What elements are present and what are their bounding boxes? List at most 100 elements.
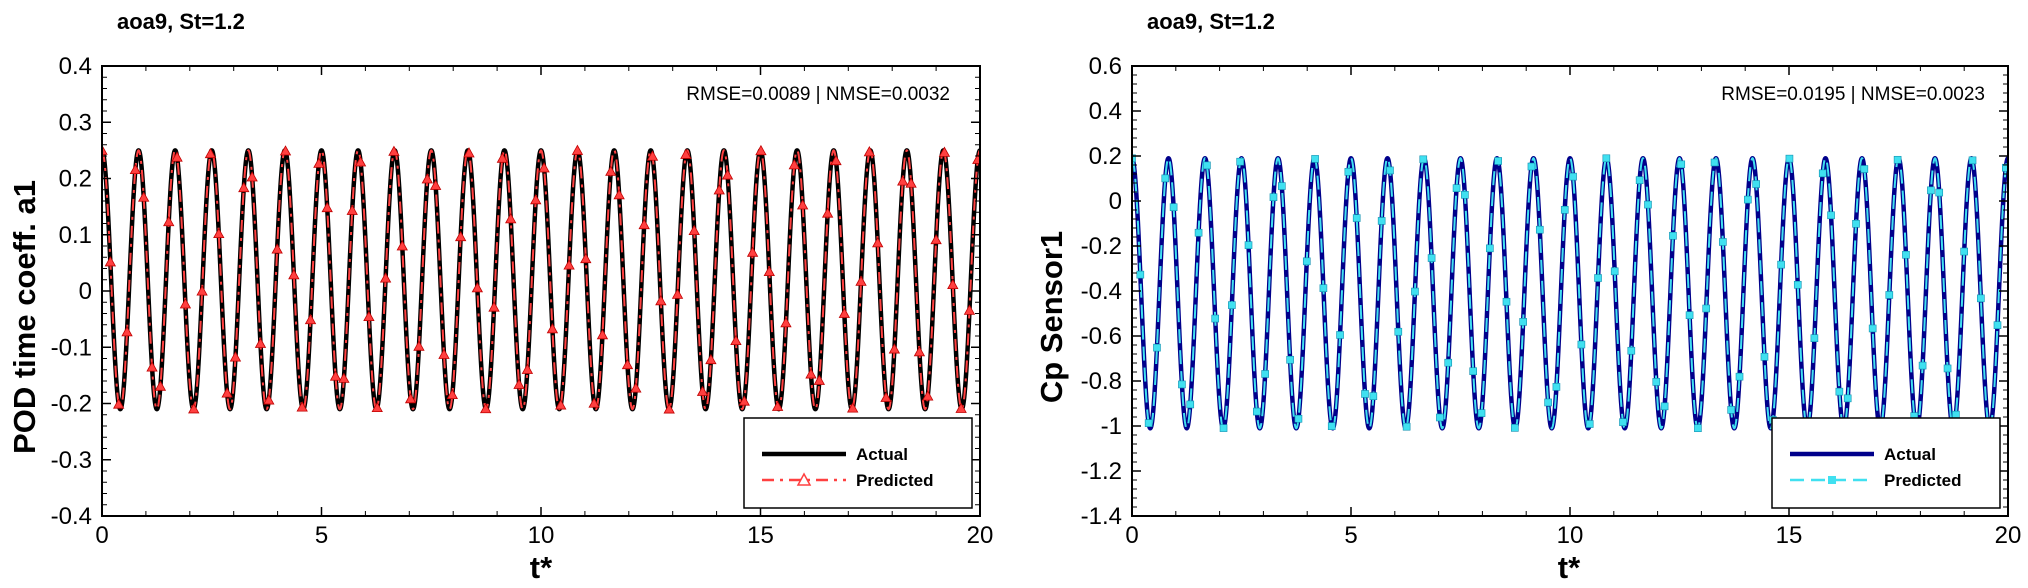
predicted-marker: [1602, 154, 1611, 163]
predicted-marker: [196, 285, 208, 296]
legend: Actual Predicted: [743, 417, 973, 509]
predicted-marker: [838, 307, 851, 318]
predicted-marker: [1610, 267, 1619, 276]
predicted-marker: [1253, 407, 1261, 416]
predicted-marker: [1644, 200, 1652, 209]
predicted-marker: [1719, 238, 1727, 246]
predicted-marker: [438, 348, 450, 359]
predicted-marker: [1710, 158, 1719, 167]
predicted-marker: [121, 326, 133, 337]
predicted-marker: [521, 363, 534, 374]
error-annotation: RMSE=0.0195 | NMSE=0.0023: [1721, 84, 1985, 105]
error-annotation: RMSE=0.0089 | NMSE=0.0032: [686, 84, 950, 105]
predicted-marker: [288, 269, 300, 280]
x-tick-label: 20: [1995, 522, 2022, 549]
y-tick-label: 0.6: [1089, 53, 1122, 80]
predicted-marker: [463, 147, 475, 158]
predicted-marker: [588, 397, 600, 408]
series-predicted-markers: [1132, 154, 2008, 433]
predicted-marker: [1369, 392, 1378, 400]
predicted-marker: [379, 272, 392, 283]
predicted-marker: [1136, 270, 1145, 279]
chart-title: aoa9, St=1.2: [117, 9, 245, 34]
predicted-marker: [738, 395, 750, 406]
predicted-marker: [1361, 390, 1369, 398]
legend-predicted-label: Predicted: [856, 471, 933, 490]
predicted-marker: [1169, 203, 1178, 211]
predicted-marker: [1494, 157, 1502, 165]
predicted-marker: [763, 265, 775, 277]
predicted-marker: [488, 301, 500, 312]
y-tick-label: -0.4: [51, 503, 92, 530]
predicted-marker: [955, 402, 967, 413]
predicted-marker: [1952, 410, 1960, 419]
predicted-marker: [454, 230, 467, 242]
data-area: [1132, 154, 2008, 433]
predicted-marker: [163, 215, 175, 227]
y-tick-label: 0: [1109, 188, 1122, 215]
predicted-marker: [1918, 361, 1927, 370]
predicted-marker: [1785, 154, 1794, 163]
predicted-marker: [421, 173, 433, 184]
predicted-marker: [1411, 287, 1419, 296]
legend-predicted-label: Predicted: [1884, 471, 1961, 490]
predicted-marker: [171, 151, 183, 162]
predicted-marker: [963, 304, 976, 315]
series-predicted-line: [102, 149, 980, 411]
predicted-marker: [263, 394, 275, 405]
predicted-marker: [1511, 424, 1519, 432]
predicted-marker: [546, 323, 559, 334]
predicted-marker: [1203, 161, 1211, 170]
predicted-marker: [930, 233, 942, 245]
predicted-marker: [938, 146, 951, 157]
predicted-marker: [1943, 364, 1952, 373]
predicted-marker: [179, 298, 192, 309]
predicted-marker: [1577, 340, 1586, 349]
predicted-marker: [146, 361, 158, 372]
predicted-marker: [1144, 419, 1153, 427]
predicted-marker: [1660, 402, 1669, 411]
predicted-marker: [713, 184, 725, 195]
y-tick-label: -1.4: [1081, 503, 1122, 530]
predicted-marker: [271, 243, 283, 254]
predicted-marker: [1219, 424, 1228, 432]
predicted-marker: [613, 188, 625, 200]
data-area: [102, 144, 980, 414]
predicted-marker: [1402, 422, 1411, 431]
predicted-marker: [905, 177, 917, 188]
predicted-marker: [563, 259, 575, 270]
y-tick-label: 0: [79, 278, 92, 305]
predicted-marker: [346, 204, 358, 215]
predicted-marker: [655, 294, 667, 306]
predicted-marker: [1153, 343, 1161, 352]
predicted-marker: [771, 400, 784, 411]
predicted-marker: [1469, 367, 1478, 376]
predicted-marker: [404, 392, 417, 404]
predicted-marker: [746, 246, 759, 257]
predicted-marker: [538, 162, 550, 173]
predicted-marker: [1627, 346, 1636, 355]
y-tick-label: -1.2: [1081, 458, 1122, 485]
x-tick-label: 15: [1776, 522, 1803, 549]
legend-box: [743, 417, 973, 509]
legend-actual-label: Actual: [856, 445, 908, 464]
predicted-marker: [1535, 225, 1544, 234]
predicted-marker: [621, 358, 634, 370]
predicted-marker: [1452, 184, 1461, 192]
predicted-marker: [1178, 380, 1186, 389]
predicted-marker: [847, 402, 859, 413]
legend-predicted-marker: [1828, 476, 1836, 484]
predicted-marker: [1893, 155, 1902, 164]
predicted-marker: [388, 145, 400, 156]
predicted-marker: [279, 145, 292, 156]
predicted-marker: [513, 378, 525, 389]
predicted-marker: [863, 146, 876, 157]
predicted-marker: [113, 398, 125, 409]
predicted-marker: [1685, 311, 1694, 320]
predicted-marker: [1619, 418, 1627, 426]
predicted-marker: [646, 150, 659, 161]
predicted-marker: [1486, 244, 1494, 253]
predicted-marker: [1652, 378, 1661, 386]
predicted-marker: [1968, 156, 1977, 165]
x-tick-label: 10: [528, 522, 555, 549]
